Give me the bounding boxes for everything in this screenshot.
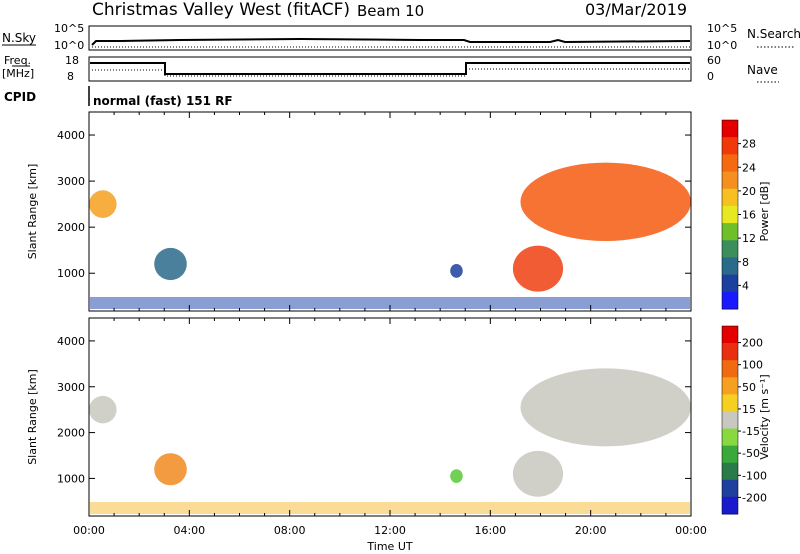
velocity-xtick-label-0: 00:00 <box>73 524 105 537</box>
power-colorbar-segment-1 <box>722 137 738 155</box>
power-region-1 <box>154 247 187 281</box>
velocity-colorbar-label-2: 50 <box>742 381 756 394</box>
power-colorbar-label-1: 8 <box>742 256 749 269</box>
velocity-ylabel: Slant Range [km] <box>26 369 39 465</box>
velocity-region-0 <box>89 395 117 424</box>
freq-tick-top: 18 <box>65 54 79 67</box>
velocity-region-4 <box>520 368 691 447</box>
velocity-colorbar-segment-4 <box>722 394 738 412</box>
freq-label-bottom: [MHz] <box>2 67 34 80</box>
power-region-3 <box>512 245 564 292</box>
nave-series <box>92 68 690 77</box>
power-ytick-label-0: 1000 <box>57 267 85 280</box>
velocity-colorbar-segment-8 <box>722 462 738 481</box>
velocity-panel: 1000 2000 3000 4000 Slant Range [km] 00:00 04:… <box>26 317 771 537</box>
power-ytick-label-3: 4000 <box>57 129 85 142</box>
velocity-colorbar-label-6: -100 <box>742 469 767 482</box>
date-label: 03/Mar/2019 <box>585 0 687 19</box>
power-colorbar-title: Power [dB] <box>758 182 771 242</box>
freq-tick-bottom: 8 <box>67 70 74 83</box>
velocity-xtick-label-6: 00:00 <box>675 524 707 537</box>
power-region-0 <box>89 190 117 218</box>
power-colorbar-label-2: 12 <box>742 232 756 245</box>
velocity-colorbar-segment-3 <box>722 377 738 395</box>
freq-label-top: Freq. <box>4 54 31 67</box>
power-region-4 <box>520 162 691 241</box>
velocity-xtick-label-5: 20:00 <box>575 524 607 537</box>
velocity-colorbar-label-4: -15 <box>742 425 760 438</box>
power-colorbar-segment-2 <box>722 154 738 173</box>
velocity-colorbar-label-1: 100 <box>742 359 763 372</box>
nsearch-tick-top: 10^5 <box>707 22 737 35</box>
velocity-colorbar-segment-7 <box>722 445 738 464</box>
velocity-colorbar-segment-10 <box>722 496 738 515</box>
power-colorbar-segment-10 <box>722 291 738 310</box>
power-ylabel: Slant Range [km] <box>26 164 39 260</box>
power-colorbar-segment-9 <box>722 274 738 293</box>
velocity-colorbar-frame <box>721 325 739 515</box>
power-colorbar-segment-0 <box>722 120 738 138</box>
station-title: Christmas Valley West (fitACF) <box>92 0 350 20</box>
velocity-colorbar-label-0: 200 <box>742 337 763 350</box>
power-panel: 1000 2000 3000 4000 Slant Range [km] 4 8 12 16 20… <box>26 111 771 312</box>
velocity-colorbar-label-5: -50 <box>742 447 760 460</box>
noise-strip: N.Sky 10^5 10^0 10^5 10^0 N.Search <box>2 22 800 52</box>
velocity-near-range-band <box>90 502 690 514</box>
velocity-region-2 <box>450 469 463 483</box>
velocity-ytick-label-0: 1000 <box>57 472 85 485</box>
power-colorbar-segment-3 <box>722 171 738 190</box>
freq-strip: Freq. [MHz] 18 8 60 0 Nave <box>2 54 779 83</box>
cpid-text: normal (fast) 151 RF <box>93 94 233 108</box>
velocity-xtick-label-3: 12:00 <box>374 524 406 537</box>
velocity-colorbar-segment-9 <box>722 479 738 498</box>
power-colorbar-segment-8 <box>722 257 738 276</box>
nsearch-label: N.Search <box>747 27 800 41</box>
nsky-series <box>91 37 691 46</box>
power-colorbar-label-6: 28 <box>742 138 756 151</box>
velocity-ytick-label-2: 3000 <box>57 381 85 394</box>
x-axis-label: Time UT <box>366 540 412 553</box>
power-colorbar-label-5: 24 <box>742 161 756 174</box>
velocity-colorbar-segment-2 <box>722 360 738 378</box>
velocity-region-3 <box>512 450 564 497</box>
freq-series <box>90 62 690 75</box>
power-colorbar-label-4: 20 <box>742 185 756 198</box>
power-region-2 <box>450 264 463 278</box>
velocity-region-1 <box>154 453 187 486</box>
power-colorbar-segment-7 <box>722 240 738 258</box>
nsearch-tick-bottom: 10^0 <box>707 39 737 52</box>
velocity-colorbar-segment-1 <box>722 343 738 361</box>
nsky-label: N.Sky <box>2 31 36 45</box>
velocity-colorbar-segment-6 <box>722 428 738 447</box>
nave-tick-top: 60 <box>707 54 721 67</box>
cpid-label: CPID <box>4 90 36 104</box>
velocity-colorbar-segment-0 <box>722 326 738 344</box>
power-colorbar-label-3: 16 <box>742 209 756 222</box>
velocity-xtick-label-1: 04:00 <box>173 524 205 537</box>
velocity-colorbar-title: Velocity [m s⁻¹] <box>758 374 771 459</box>
nave-tick-bottom: 0 <box>707 70 714 83</box>
power-near-range-band <box>90 297 690 309</box>
power-colorbar-segment-6 <box>722 223 738 241</box>
power-colorbar-segment-4 <box>722 188 738 207</box>
velocity-xtick-label-4: 16:00 <box>474 524 506 537</box>
cpid-strip: CPID normal (fast) 151 RF <box>4 86 233 108</box>
velocity-colorbar-label-7: -200 <box>742 491 767 504</box>
power-colorbar-segment-5 <box>722 205 738 224</box>
velocity-colorbar-segment-5 <box>722 411 738 430</box>
velocity-ytick-label-1: 2000 <box>57 427 85 440</box>
nsky-tick-bottom: 10^0 <box>54 39 84 52</box>
power-ytick-label-1: 2000 <box>57 221 85 234</box>
velocity-xtick-label-2: 08:00 <box>274 524 306 537</box>
power-ytick-label-2: 3000 <box>57 175 85 188</box>
velocity-colorbar-label-3: 15 <box>742 403 756 416</box>
beam-label: Beam 10 <box>357 2 424 20</box>
velocity-ytick-label-3: 4000 <box>57 335 85 348</box>
nave-label: Nave <box>747 63 778 77</box>
power-colorbar-label-0: 4 <box>742 279 749 292</box>
nsky-tick-top: 10^5 <box>54 22 84 35</box>
